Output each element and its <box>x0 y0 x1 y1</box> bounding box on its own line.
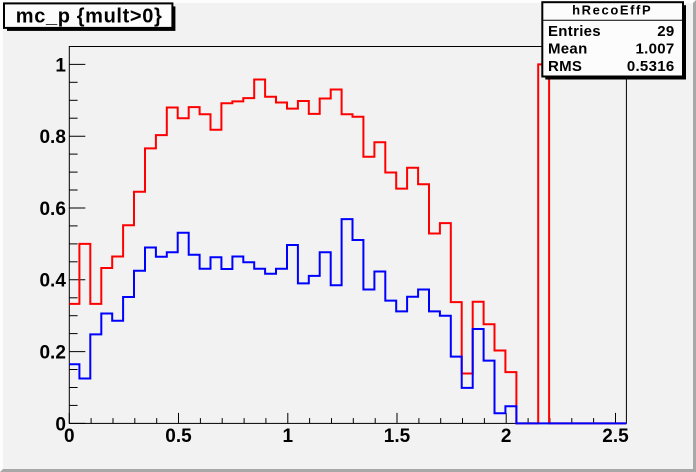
svg-text:1.5: 1.5 <box>384 426 411 447</box>
svg-text:Mean: Mean <box>548 41 588 58</box>
svg-text:1: 1 <box>283 426 294 447</box>
svg-text:0: 0 <box>64 426 75 447</box>
svg-text:0.8: 0.8 <box>39 127 65 148</box>
svg-text:1: 1 <box>55 55 66 76</box>
svg-text:0.6: 0.6 <box>39 199 65 220</box>
svg-text:29: 29 <box>657 23 674 40</box>
svg-text:0.5316: 0.5316 <box>627 58 675 75</box>
svg-text:0.2: 0.2 <box>39 343 65 364</box>
svg-text:mc_p {mult>0}: mc_p {mult>0} <box>16 5 163 27</box>
svg-text:hRecoEffP: hRecoEffP <box>572 2 652 17</box>
svg-text:Entries: Entries <box>548 23 601 40</box>
svg-text:RMS: RMS <box>548 58 582 75</box>
svg-text:0.4: 0.4 <box>39 271 66 292</box>
svg-text:2.5: 2.5 <box>602 426 629 447</box>
svg-text:0.5: 0.5 <box>165 426 192 447</box>
svg-text:1.007: 1.007 <box>635 41 674 58</box>
svg-text:0: 0 <box>55 414 66 435</box>
svg-text:2: 2 <box>501 426 512 447</box>
